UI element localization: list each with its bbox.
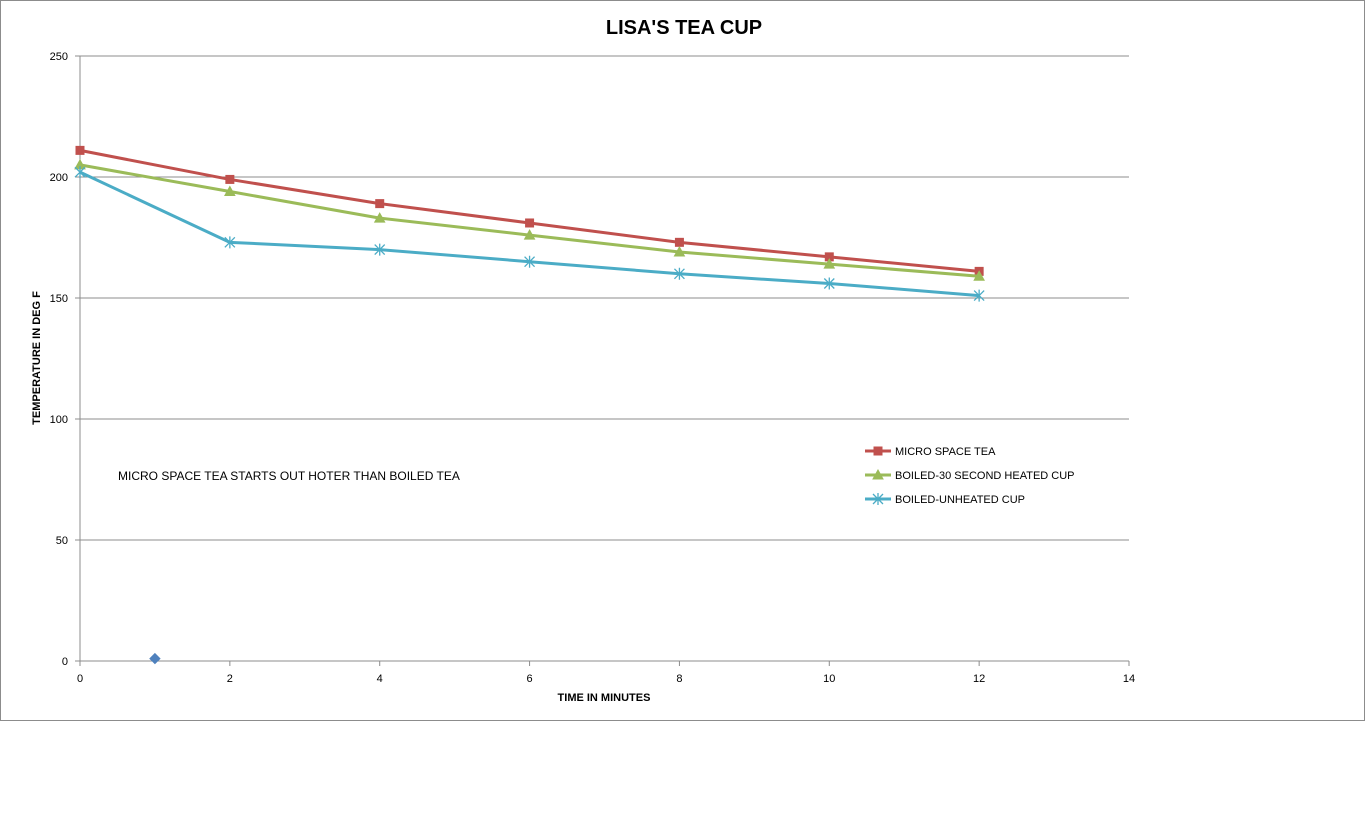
x-tick-label: 12 [973,673,985,685]
legend-marker [872,468,884,480]
data-point [224,185,236,197]
data-point [673,245,686,257]
legend-marker [872,493,884,505]
line-chart: LISA'S TEA CUP 0 50 100 150 200 250 0 2 4 6 8 10 12… [31,17,1135,704]
data-point [525,218,535,228]
x-tick-label: 0 [77,673,83,685]
extra-points [149,652,161,665]
data-point [149,652,161,665]
y-tick-label: 50 [56,535,68,547]
data-point [374,243,386,256]
legend-marker [873,446,883,456]
chart-frame: LISA'S TEA CUP 0 50 100 150 200 250 0 2 4 6 8 10 12… [0,0,1365,721]
data-point [75,145,85,155]
x-axis-title: TIME IN MINUTES [558,692,651,704]
y-tick-label: 150 [50,293,68,305]
legend-item: BOILED-30 SECOND HEATED CUP [865,468,1075,482]
x-tick-label: 6 [527,673,533,685]
data-point [373,212,386,223]
data-point [823,258,836,269]
x-tick-label: 8 [676,673,682,685]
y-tick-label: 200 [50,172,68,184]
x-tick-label: 14 [1123,673,1135,685]
data-point [524,255,536,268]
data-point [973,289,985,302]
data-point [823,277,835,290]
legend-item: BOILED-UNHEATED CUP [865,493,1025,506]
legend-label: MICRO SPACE TEA [895,446,996,458]
data-point [973,270,985,281]
data-point [74,166,86,179]
legend: MICRO SPACE TEA BOILED-30 SECOND HEATED C… [865,446,1075,506]
chart-title: LISA'S TEA CUP [606,17,762,39]
x-tick-label: 4 [377,673,383,685]
data-point [224,236,236,249]
data-point [673,267,685,280]
y-axis-title: TEMPERATURE IN DEG F [31,291,43,425]
series-3 [74,166,985,302]
x-tick-labels: 0 2 4 6 8 10 12 14 [77,673,1135,685]
legend-item: MICRO SPACE TEA [865,446,996,458]
y-tick-label: 0 [62,656,68,668]
legend-label: BOILED-UNHEATED CUP [895,494,1025,506]
y-tick-label: 250 [50,51,68,63]
legend-label: BOILED-30 SECOND HEATED CUP [895,470,1075,482]
data-point [523,229,536,240]
chart-annotation: MICRO SPACE TEA STARTS OUT HOTER THAN BO… [118,469,460,483]
data-point [674,237,684,247]
series-group [74,145,985,302]
series-2 [74,158,985,281]
x-tick-label: 2 [227,673,233,685]
x-tick-label: 10 [823,673,835,685]
axes [75,55,1130,666]
gridlines [80,55,1129,541]
data-point [225,174,235,184]
data-point [375,199,385,209]
y-tick-labels: 0 50 100 150 200 250 [50,51,68,668]
y-tick-label: 100 [50,414,68,426]
series-line [79,148,980,273]
